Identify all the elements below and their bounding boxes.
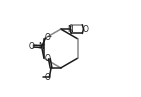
- Text: O: O: [28, 42, 34, 51]
- Text: −: −: [46, 33, 51, 38]
- Text: O: O: [44, 54, 50, 63]
- Text: N: N: [39, 42, 44, 51]
- Text: +: +: [41, 42, 46, 47]
- Text: N: N: [67, 25, 73, 34]
- Text: O: O: [82, 25, 88, 34]
- Text: O: O: [44, 33, 50, 42]
- Text: O: O: [44, 73, 50, 82]
